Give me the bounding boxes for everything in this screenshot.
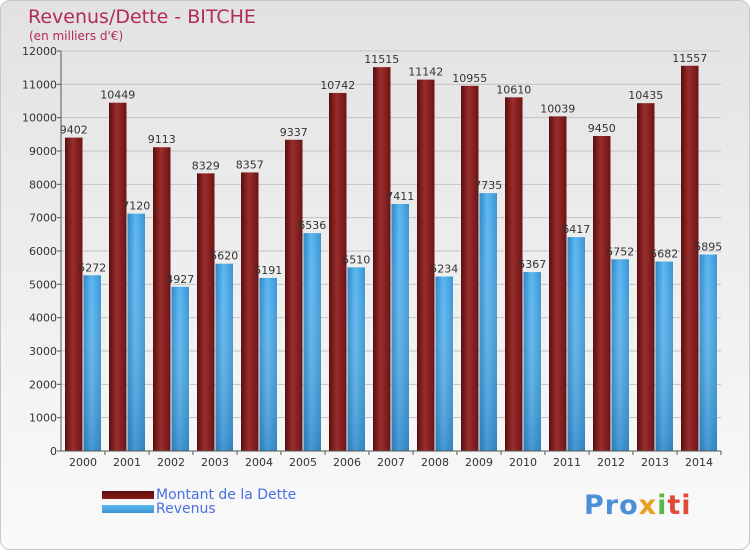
x-tick-label-2012: 2012 [597, 456, 625, 469]
data-label-debt-2011: 10039 [540, 102, 575, 115]
data-label-debt-2010: 10610 [496, 83, 531, 96]
data-label-debt-2005: 9337 [280, 126, 308, 139]
data-label-revenus-2003: 5620 [210, 250, 238, 263]
x-tick-label-2013: 2013 [641, 456, 669, 469]
x-tick-label-2011: 2011 [553, 456, 581, 469]
y-tick-label: 8000 [29, 178, 57, 191]
data-label-revenus-2000: 5272 [78, 261, 106, 274]
x-tick-label-2000: 2000 [69, 456, 97, 469]
bar-debt-2010 [505, 97, 523, 451]
bar-debt-2012 [593, 136, 611, 451]
bar-shade-2007 [391, 203, 409, 451]
data-label-debt-2000: 9402 [60, 124, 88, 137]
bar-debt-2006 [329, 92, 347, 451]
data-label-debt-2013: 10435 [628, 89, 663, 102]
data-label-debt-2014: 11557 [672, 52, 707, 65]
chart-subtitle: (en milliers d'€) [29, 29, 124, 43]
y-tick-label: 10000 [22, 112, 57, 125]
bar-shade-2011 [567, 237, 585, 451]
x-tick-label-2008: 2008 [421, 456, 449, 469]
bar-shade-2012 [611, 259, 629, 451]
bar-debt-2004 [241, 172, 259, 451]
data-label-revenus-2013: 5682 [650, 248, 678, 261]
data-label-revenus-2011: 6417 [562, 223, 590, 236]
data-label-debt-2007: 11515 [364, 53, 399, 66]
y-tick-label: 11000 [22, 78, 57, 91]
y-tick-label: 3000 [29, 345, 57, 358]
bar-shade-2000 [83, 275, 101, 451]
x-tick-label-2010: 2010 [509, 456, 537, 469]
bar-debt-2000 [65, 137, 83, 451]
data-label-debt-2001: 10449 [100, 89, 135, 102]
x-tick-label-2014: 2014 [685, 456, 713, 469]
data-label-revenus-2010: 5367 [518, 258, 546, 271]
bar-debt-2009 [461, 85, 479, 451]
data-label-revenus-2006: 5510 [342, 253, 370, 266]
x-tick-label-2006: 2006 [333, 456, 361, 469]
bar-debt-2014 [681, 65, 699, 452]
bar-shade-2010 [523, 272, 541, 451]
bar-shade-2006 [347, 267, 365, 451]
x-tick-label-2003: 2003 [201, 456, 229, 469]
bar-debt-2005 [285, 139, 303, 451]
legend-swatch-debt [102, 491, 154, 499]
data-label-debt-2012: 9450 [588, 122, 616, 135]
y-tick-label: 12000 [22, 45, 57, 58]
data-label-revenus-2007: 7411 [386, 190, 414, 203]
data-label-debt-2003: 8329 [192, 159, 220, 172]
y-tick-label: 7000 [29, 212, 57, 225]
data-label-revenus-2005: 6536 [298, 219, 326, 232]
data-label-debt-2008: 11142 [408, 66, 443, 79]
x-tick-label-2002: 2002 [157, 456, 185, 469]
bar-shade-2008 [435, 276, 453, 451]
y-tick-label: 6000 [29, 245, 57, 258]
bar-shade-2005 [303, 233, 321, 451]
data-label-debt-2006: 10742 [320, 79, 355, 92]
data-label-revenus-2002: 4927 [166, 273, 194, 286]
bar-shade-2013 [655, 261, 673, 451]
bar-debt-2002 [153, 147, 171, 451]
legend-item-debt: Montant de la Dette [102, 487, 297, 503]
bar-debt-2003 [197, 173, 215, 451]
bar-shade-2003 [215, 263, 233, 451]
x-tick-label-2007: 2007 [377, 456, 405, 469]
bar-debt-2011 [549, 116, 567, 451]
y-tick-label: 9000 [29, 145, 57, 158]
x-tick-label-2005: 2005 [289, 456, 317, 469]
y-tick-label: 5000 [29, 278, 57, 291]
bar-shade-2004 [259, 277, 277, 451]
data-label-revenus-2014: 5895 [694, 241, 722, 254]
bar-shade-2009 [479, 193, 497, 451]
data-label-revenus-2001: 7120 [122, 200, 150, 213]
y-tick-label: 4000 [29, 312, 57, 325]
legend-swatch-revenus [102, 505, 154, 513]
data-label-revenus-2012: 5752 [606, 245, 634, 258]
y-tick-label: 1000 [29, 412, 57, 425]
x-tick-label-2004: 2004 [245, 456, 273, 469]
legend-label-revenus: Revenus [156, 501, 216, 517]
bar-shade-2001 [127, 213, 145, 451]
x-tick-label-2009: 2009 [465, 456, 493, 469]
data-label-debt-2009: 10955 [452, 72, 487, 85]
bar-debt-2008 [417, 79, 435, 451]
legend-item-revenus: Revenus [102, 501, 216, 517]
bar-debt-2013 [637, 103, 655, 452]
data-label-revenus-2004: 5191 [254, 264, 282, 277]
bar-debt-2007 [373, 67, 391, 452]
bar-debt-2001 [109, 102, 127, 451]
data-label-debt-2002: 9113 [148, 133, 176, 146]
legend-label-debt: Montant de la Dette [156, 487, 297, 503]
y-tick-label: 2000 [29, 378, 57, 391]
chart-title: Revenus/Dette - BITCHE [28, 6, 256, 28]
proxiti-logo: Proxiti [584, 490, 692, 521]
data-label-revenus-2009: 7735 [474, 179, 502, 192]
data-label-revenus-2008: 5234 [430, 263, 458, 276]
y-tick-label: 0 [50, 445, 57, 458]
x-tick-label-2001: 2001 [113, 456, 141, 469]
bar-shade-2002 [171, 286, 189, 451]
bar-shade-2014 [699, 254, 717, 451]
data-label-debt-2004: 8357 [236, 158, 264, 171]
